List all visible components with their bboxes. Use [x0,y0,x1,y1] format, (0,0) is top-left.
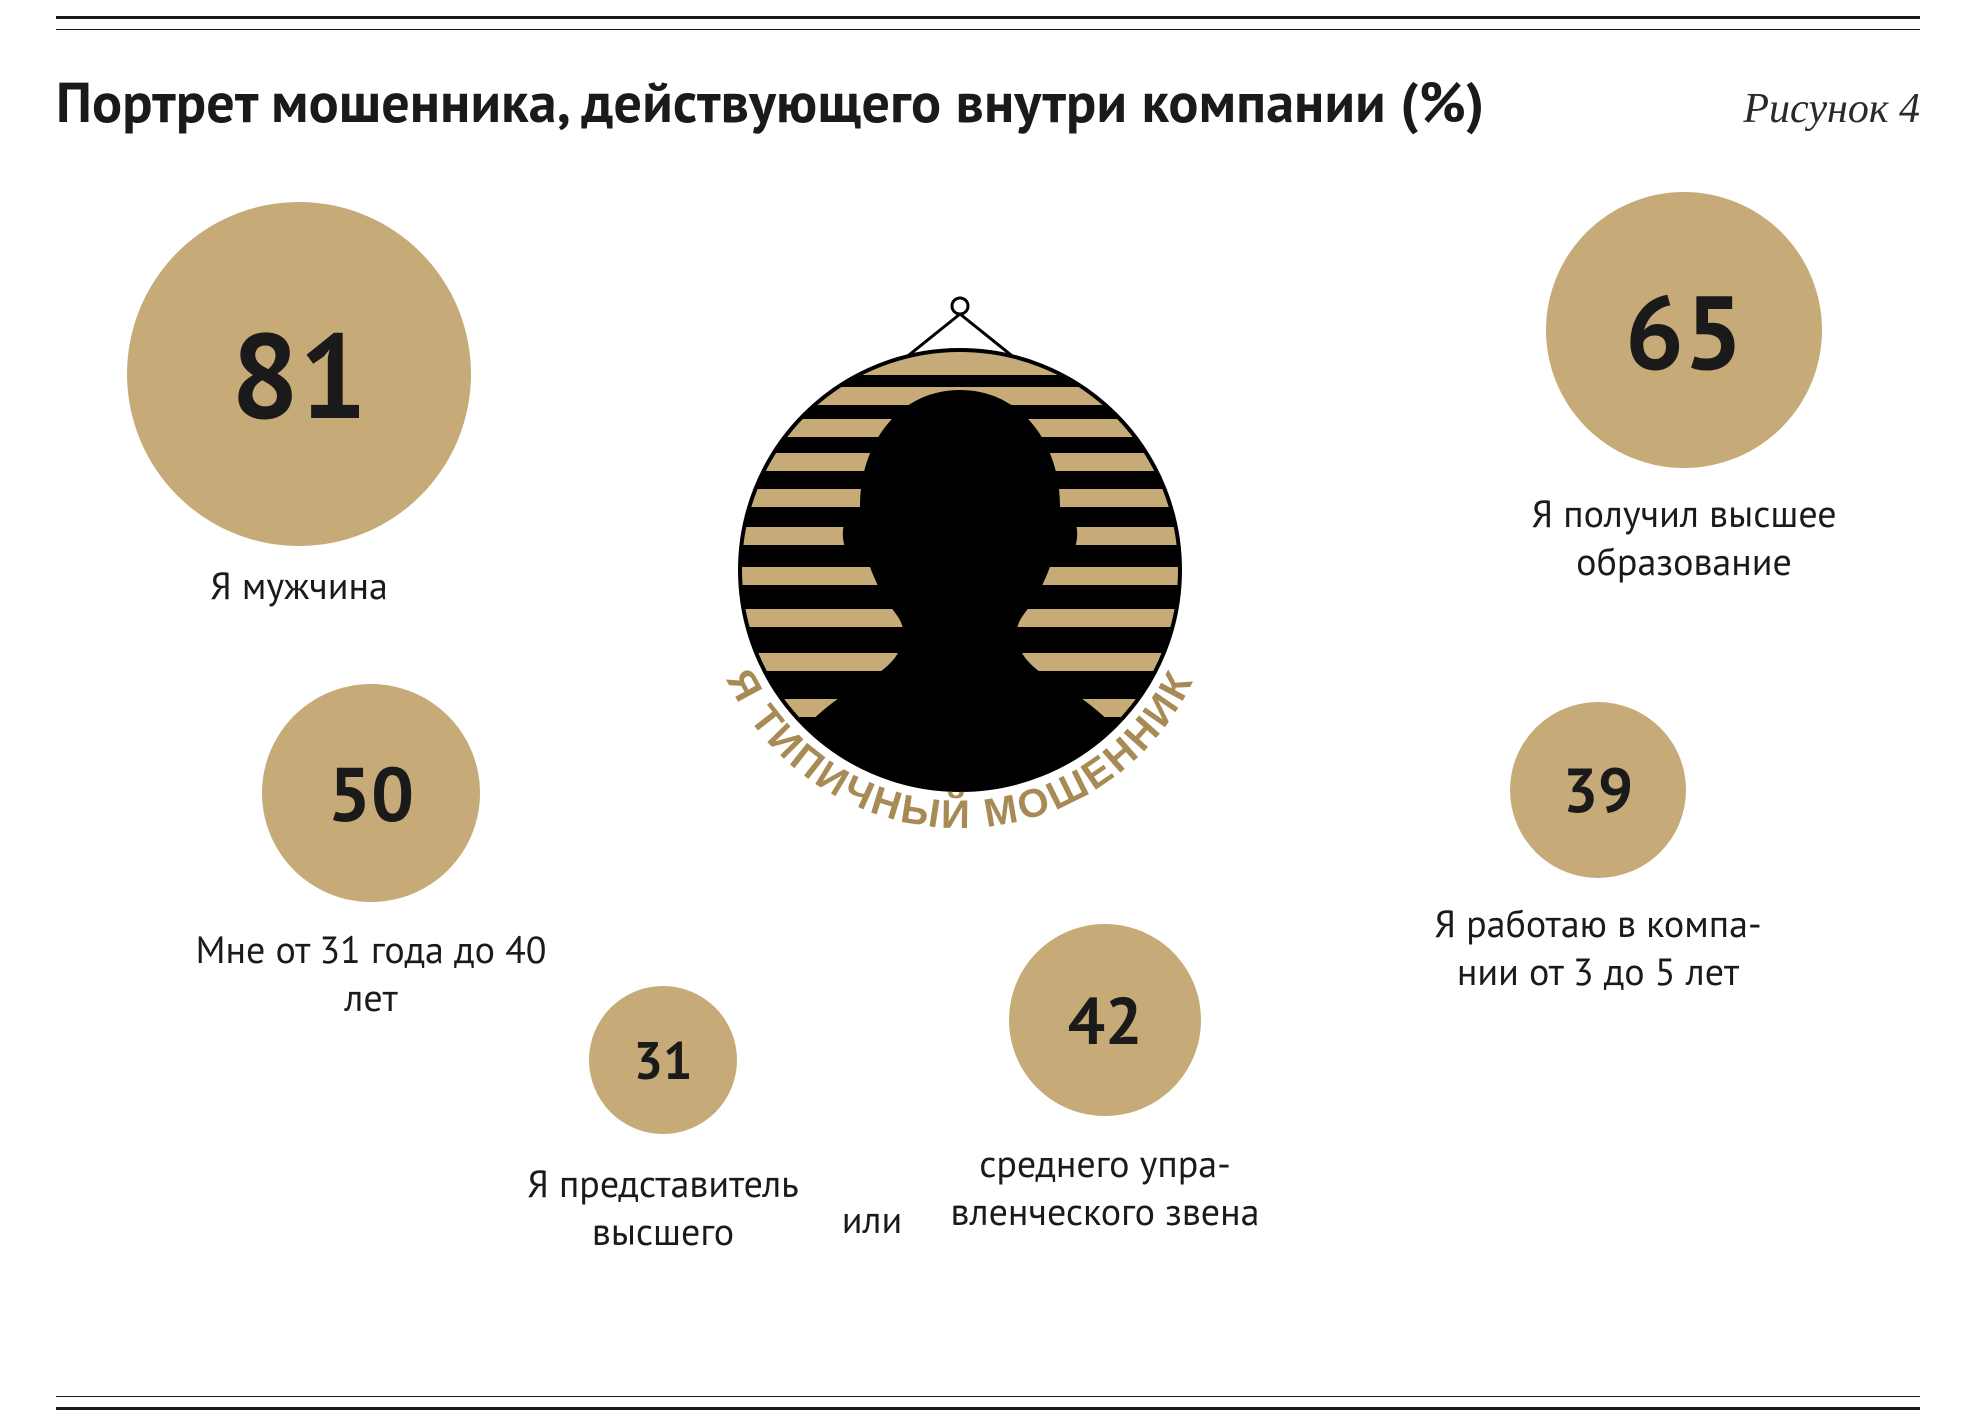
figure-label: Рисунок 4 [1743,85,1920,133]
center-illustration: Я ТИПИЧНЫЙ МОШЕННИК [660,210,1260,890]
bottom-rule [56,1396,1920,1410]
caption-tenure: Я работаю в компа-нии от 3 до 5 лет [1378,900,1818,995]
caption-mid-mgmt: среднего упра-вленческого звена [905,1140,1305,1235]
bubble-value: 31 [634,1027,693,1094]
bubble-value: 50 [328,744,414,842]
header: Портрет мошенника, действующего внутри к… [56,66,1920,138]
bubble-mid-mgmt: 42 [1009,924,1201,1116]
page-title: Портрет мошенника, действующего внутри к… [56,66,1485,138]
caption-male: Я мужчина [119,562,479,610]
caption-top-mgmt: Я представитель высшего [483,1160,843,1255]
infographic-page: Портрет мошенника, действующего внутри к… [0,0,1976,1428]
connector-or: или [832,1195,912,1244]
bubble-value: 42 [1068,978,1143,1063]
top-rule [56,16,1920,30]
bubble-top-mgmt: 31 [589,986,737,1134]
bubble-value: 81 [231,297,367,452]
bubble-male: 81 [127,202,471,546]
bubble-education: 65 [1546,192,1822,468]
bubble-age: 50 [262,684,480,902]
bubble-value: 39 [1563,750,1633,830]
caption-age: Мне от 31 года до 40 лет [171,926,571,1021]
bubble-value: 65 [1625,263,1743,398]
bubble-tenure: 39 [1510,702,1686,878]
caption-education: Я получил высшее образование [1469,490,1899,585]
